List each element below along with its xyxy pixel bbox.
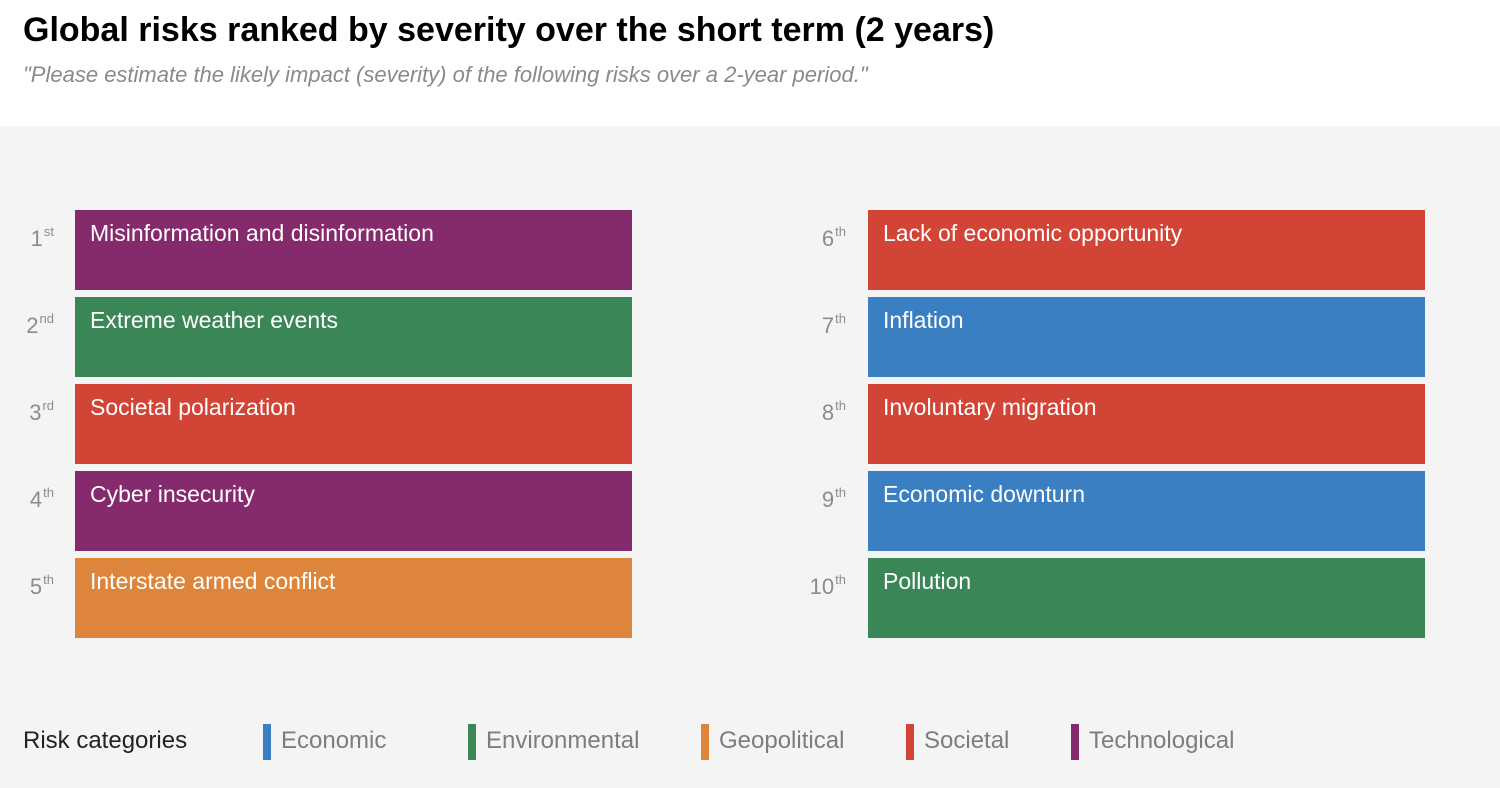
risk-bar: Misinformation and disinformation bbox=[75, 210, 632, 290]
risk-bar: Inflation bbox=[868, 297, 1425, 377]
rank-number: 6 bbox=[821, 226, 835, 251]
rank-label: 1st bbox=[0, 224, 54, 252]
rank-suffix: nd bbox=[39, 311, 54, 326]
risk-label: Economic downturn bbox=[883, 481, 1085, 507]
rank-label: 2nd bbox=[0, 311, 54, 339]
rank-number: 5 bbox=[29, 574, 43, 599]
legend-swatch bbox=[1071, 724, 1079, 760]
risk-label: Cyber insecurity bbox=[90, 481, 255, 507]
chart-title: Global risks ranked by severity over the… bbox=[23, 11, 995, 49]
legend-label: Environmental bbox=[486, 727, 640, 754]
rank-suffix: th bbox=[43, 485, 54, 500]
rank-suffix: th bbox=[835, 311, 846, 326]
risk-label: Inflation bbox=[883, 307, 964, 333]
rank-number: 9 bbox=[821, 487, 835, 512]
legend-swatch bbox=[468, 724, 476, 760]
header: Global risks ranked by severity over the… bbox=[0, 0, 1500, 126]
legend-swatch bbox=[263, 724, 271, 760]
risk-label: Misinformation and disinformation bbox=[90, 220, 434, 246]
risk-label: Pollution bbox=[883, 568, 972, 594]
risk-bar: Economic downturn bbox=[868, 471, 1425, 551]
legend-title: Risk categories bbox=[23, 727, 188, 754]
rank-label: 5th bbox=[0, 572, 54, 600]
risk-label: Extreme weather events bbox=[90, 307, 339, 333]
rank-number: 10 bbox=[809, 574, 835, 599]
rank-label: 10th bbox=[786, 572, 846, 600]
rank-suffix: th bbox=[835, 224, 846, 239]
rank-suffix: st bbox=[43, 224, 54, 239]
rank-suffix: th bbox=[835, 572, 846, 587]
rank-number: 8 bbox=[821, 400, 835, 425]
risk-label: Lack of economic opportunity bbox=[883, 220, 1183, 246]
risk-bar: Societal polarization bbox=[75, 384, 632, 464]
risk-bar: Extreme weather events bbox=[75, 297, 632, 377]
legend-label: Technological bbox=[1089, 727, 1235, 754]
risk-label: Interstate armed conflict bbox=[90, 568, 336, 594]
legend-label: Societal bbox=[924, 727, 1010, 754]
risk-bar: Interstate armed conflict bbox=[75, 558, 632, 638]
risk-bar: Cyber insecurity bbox=[75, 471, 632, 551]
risk-label: Involuntary migration bbox=[883, 394, 1097, 420]
rank-suffix: th bbox=[43, 572, 54, 587]
rank-suffix: th bbox=[835, 398, 846, 413]
rank-number: 7 bbox=[821, 313, 835, 338]
risk-bar: Pollution bbox=[868, 558, 1425, 638]
rank-label: 8th bbox=[786, 398, 846, 426]
rank-label: 4th bbox=[0, 485, 54, 513]
rank-label: 6th bbox=[786, 224, 846, 252]
rank-number: 4 bbox=[29, 487, 43, 512]
rank-number: 2 bbox=[26, 313, 39, 338]
legend-swatch bbox=[701, 724, 709, 760]
rank-suffix: rd bbox=[42, 398, 54, 413]
rank-number: 3 bbox=[29, 400, 42, 425]
rank-label: 9th bbox=[786, 485, 846, 513]
legend-label: Economic bbox=[281, 727, 387, 754]
risk-bar: Involuntary migration bbox=[868, 384, 1425, 464]
rank-label: 3rd bbox=[0, 398, 54, 426]
legend-label: Geopolitical bbox=[719, 727, 845, 754]
risk-bar: Lack of economic opportunity bbox=[868, 210, 1425, 290]
legend-swatch bbox=[906, 724, 914, 760]
rank-suffix: th bbox=[835, 485, 846, 500]
chart-subtitle: "Please estimate the likely impact (seve… bbox=[23, 62, 868, 87]
rank-number: 1 bbox=[30, 226, 43, 251]
rank-label: 7th bbox=[786, 311, 846, 339]
risk-label: Societal polarization bbox=[90, 394, 296, 420]
